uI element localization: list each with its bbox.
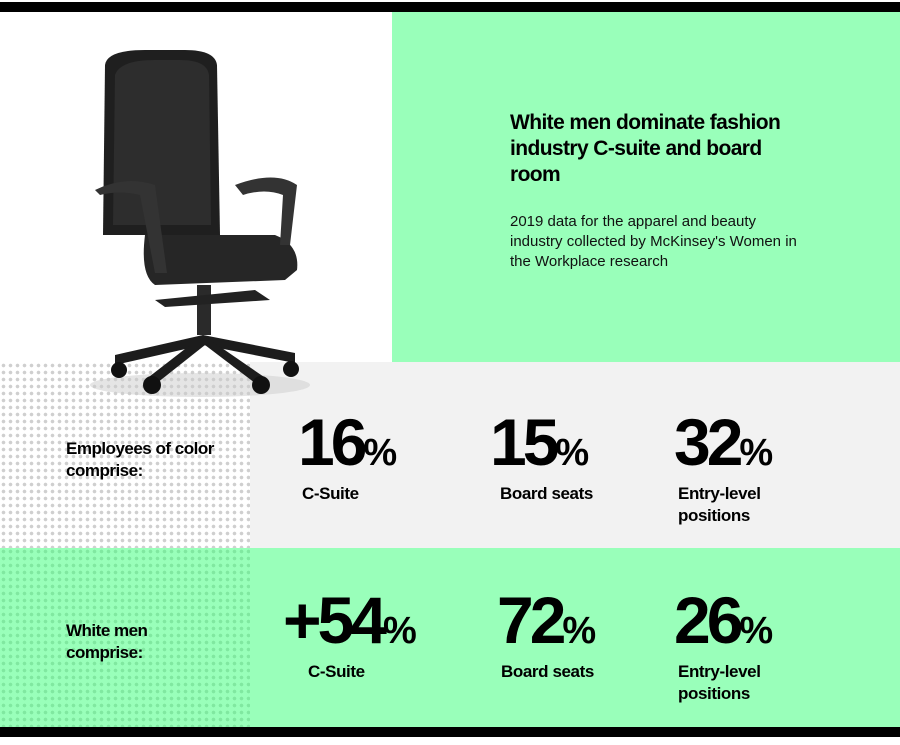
title-panel xyxy=(392,12,900,362)
stat-value: 15 xyxy=(490,405,559,479)
stat-caption: C-Suite xyxy=(308,662,365,681)
stat-caption: C-Suite xyxy=(302,484,359,503)
stat-value: 72 xyxy=(497,583,566,657)
stat-card: +54% C-Suite xyxy=(283,587,417,683)
stat-caption: Entry-level positions xyxy=(678,484,761,525)
stat-value: +54 xyxy=(283,583,387,657)
stat-unit: % xyxy=(382,610,417,652)
stat-unit: % xyxy=(739,610,774,652)
stat-card: 32% Entry-level positions xyxy=(674,409,804,527)
stat-caption: Entry-level positions xyxy=(678,662,761,703)
stat-caption: Board seats xyxy=(500,484,593,503)
stat-card: 72% Board seats xyxy=(497,587,597,683)
page-subtitle: 2019 data for the apparel and beauty ind… xyxy=(510,213,797,270)
stat-unit: % xyxy=(562,610,597,652)
stat-value: 26 xyxy=(674,583,743,657)
stat-unit: % xyxy=(555,432,590,474)
row-label-panel xyxy=(0,548,250,727)
stat-card: 16% C-Suite xyxy=(298,409,398,505)
row-label-white-men: White men comprise: xyxy=(66,621,148,662)
office-chair-image xyxy=(90,50,310,397)
stats-panel xyxy=(250,362,900,548)
top-bar xyxy=(0,2,900,12)
stat-value: 32 xyxy=(674,405,743,479)
stats-panel xyxy=(250,548,900,727)
row-label-employees-of-color: Employees of color comprise: xyxy=(66,439,214,480)
stat-unit: % xyxy=(363,432,398,474)
page-title: White men dominate fashion industry C-su… xyxy=(510,111,781,186)
bottom-bar xyxy=(0,727,900,737)
stat-card: 26% Entry-level positions xyxy=(674,587,804,705)
stat-value: 16 xyxy=(298,405,367,479)
stat-card: 15% Board seats xyxy=(490,409,593,505)
stat-caption: Board seats xyxy=(501,662,594,681)
stat-unit: % xyxy=(739,432,774,474)
